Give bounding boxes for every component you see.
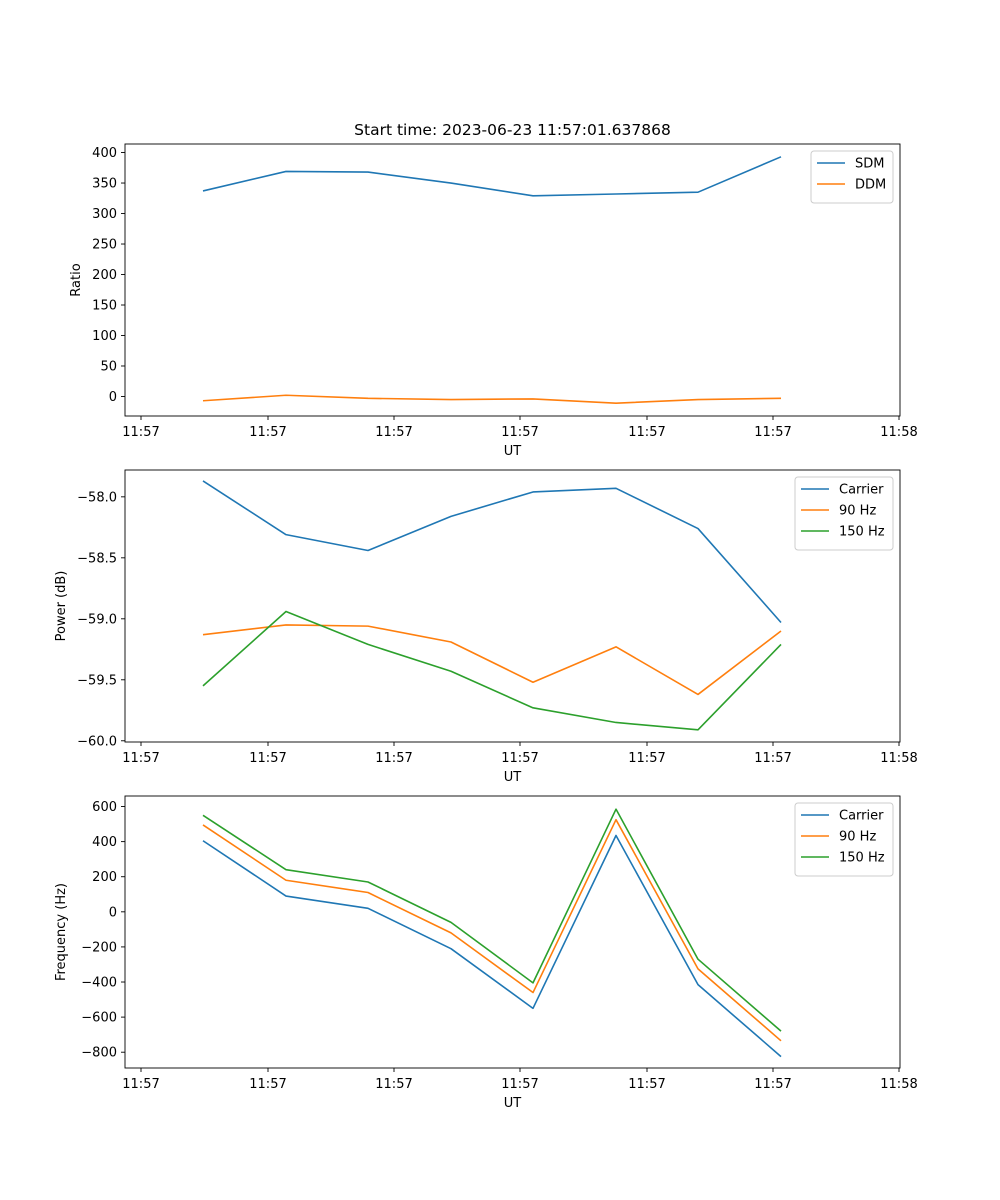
legend-entry: 90 Hz [839,504,876,519]
legend: Carrier 90 Hz 150 Hz [794,802,894,877]
y-axis-label: Frequency (Hz) [54,883,69,981]
y-tick-label: −400 [81,976,117,991]
legend-entry: SDM [855,157,884,172]
x-tick-label: 11:57 [375,1077,412,1092]
x-tick-label: 11:57 [754,1077,791,1092]
legend: Carrier 90 Hz 150 Hz [794,476,894,551]
series-line [202,624,782,696]
x-tick-label: 11:57 [628,751,665,766]
legend-entry: 150 Hz [839,851,885,866]
y-tick-label: 150 [92,299,117,314]
series-line [202,818,782,1042]
y-axis-label: Ratio [69,263,84,296]
series-line [202,808,782,1032]
series-line [202,834,782,1058]
x-tick-label: 11:57 [122,751,159,766]
axes-frame [124,795,901,1069]
chart-panel: 11:57 11:57 11:57 11:57 11:57 11:57 11:58 0 50 10… [69,143,918,459]
legend-entry: 150 Hz [839,525,885,540]
chart-title: Start time: 2023-06-23 11:57:01.637868 [354,121,671,139]
y-tick-label: 400 [92,146,117,161]
legend-entry: Carrier [839,483,884,498]
y-axis-label: Power (dB) [54,571,69,642]
x-tick-label: 11:57 [249,425,286,440]
x-tick-label: 11:57 [628,425,665,440]
legend: SDM DDM [810,150,894,204]
y-tick-label: 50 [100,359,117,374]
y-tick-label: −59.5 [77,673,117,688]
x-tick-label: 11:57 [754,751,791,766]
x-tick-label: 11:57 [501,1077,538,1092]
series-line [202,480,782,623]
x-tick-label: 11:57 [122,425,159,440]
y-tick-label: −58.0 [77,490,117,505]
y-tick-label: −200 [81,940,117,955]
chart-panel: 11:57 11:57 11:57 11:57 11:57 11:57 11:58 −60.0… [54,469,918,785]
x-tick-label: 11:58 [880,425,917,440]
x-tick-label: 11:57 [501,425,538,440]
y-tick-label: 300 [92,207,117,222]
x-tick-label: 11:57 [249,1077,286,1092]
y-tick-label: 200 [92,268,117,283]
chart-panels: 11:57 11:57 11:57 11:57 11:57 11:57 11:58 0 50 10… [54,143,918,1111]
axes-frame [124,143,901,417]
x-tick-label: 11:57 [375,751,412,766]
legend-entry: Carrier [839,809,884,824]
x-tick-label: 11:58 [880,751,917,766]
y-tick-label: 0 [109,905,117,920]
y-tick-label: −600 [81,1011,117,1026]
y-tick-label: 350 [92,177,117,192]
legend-box [810,150,894,204]
y-tick-label: 600 [92,800,117,815]
y-tick-label: −800 [81,1046,117,1061]
y-tick-label: −58.5 [77,551,117,566]
y-tick-label: −60.0 [77,734,117,749]
series-line [202,610,782,731]
x-tick-label: 11:57 [501,751,538,766]
x-tick-label: 11:57 [754,425,791,440]
x-axis-label: UT [504,444,522,459]
x-tick-label: 11:57 [628,1077,665,1092]
x-tick-label: 11:57 [375,425,412,440]
y-tick-label: 100 [92,329,117,344]
x-tick-label: 11:57 [249,751,286,766]
series-line [202,156,782,197]
y-tick-label: −59.0 [77,612,117,627]
legend-entry: DDM [855,178,886,193]
x-axis-label: UT [504,1096,522,1111]
y-tick-label: 0 [109,390,117,405]
y-tick-label: 250 [92,238,117,253]
legend-entry: 90 Hz [839,830,876,845]
x-tick-label: 11:57 [122,1077,159,1092]
x-tick-label: 11:58 [880,1077,917,1092]
y-tick-label: 400 [92,835,117,850]
series-line [202,394,782,404]
x-axis-label: UT [504,770,522,785]
y-tick-label: 200 [92,870,117,885]
axes-frame [124,469,901,743]
chart-panel: 11:57 11:57 11:57 11:57 11:57 11:57 11:58 −800 −… [54,795,918,1111]
